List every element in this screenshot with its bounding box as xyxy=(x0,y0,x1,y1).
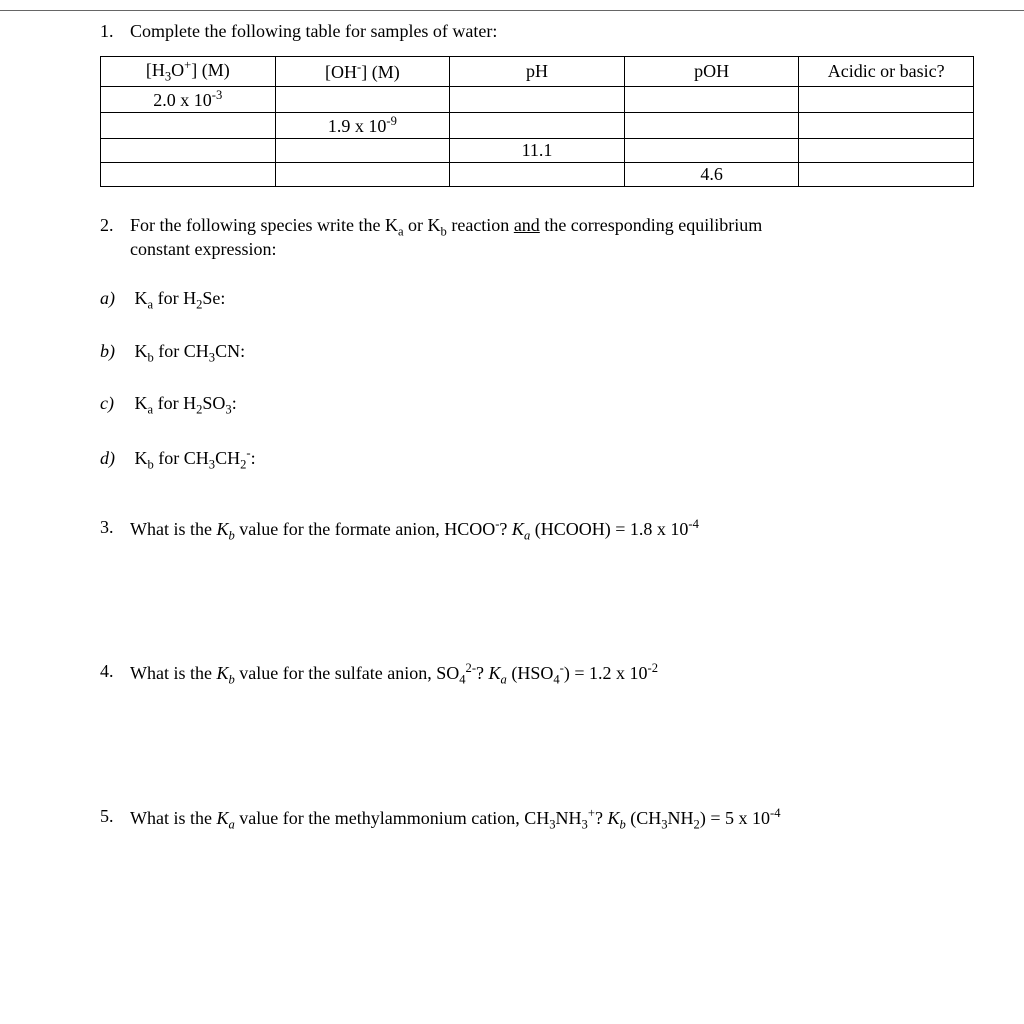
cell-r2-c5 xyxy=(799,112,974,138)
question-2-text: For the following species write the Ka o… xyxy=(130,215,762,240)
question-4-text: What is the Kb value for the sulfate ani… xyxy=(130,661,658,688)
cell-r1-c3 xyxy=(450,86,625,112)
water-table: [H3O+] (M) [OH-] (M) pH pOH Acidic or ba… xyxy=(100,56,974,187)
question-3-number: 3. xyxy=(100,517,130,538)
table-header-oh: [OH-] (M) xyxy=(275,57,450,87)
question-2b-letter: b) xyxy=(100,341,130,362)
question-2-number: 2. xyxy=(100,215,130,236)
cell-r4-c1 xyxy=(101,162,276,186)
table-header-acidic-basic: Acidic or basic? xyxy=(799,57,974,87)
question-5-text: What is the Ka value for the methylammon… xyxy=(130,806,781,833)
cell-r2-c2: 1.9 x 10-9 xyxy=(275,112,450,138)
question-3: 3. What is the Kb value for the formate … xyxy=(100,517,974,544)
cell-r1-c2 xyxy=(275,86,450,112)
question-2a-letter: a) xyxy=(100,288,130,309)
table-header-poh: pOH xyxy=(624,57,799,87)
question-5-number: 5. xyxy=(100,806,130,827)
question-4-number: 4. xyxy=(100,661,130,682)
table-header-h3o: [H3O+] (M) xyxy=(101,57,276,87)
question-5: 5. What is the Ka value for the methylam… xyxy=(100,806,974,833)
question-4: 4. What is the Kb value for the sulfate … xyxy=(100,661,974,688)
cell-r1-c4 xyxy=(624,86,799,112)
question-2d-text: Kb for CH3CH2-: xyxy=(135,448,256,468)
cell-r4-c3 xyxy=(450,162,625,186)
question-2-text-line2: constant expression: xyxy=(130,239,974,260)
cell-r2-c1 xyxy=(101,112,276,138)
question-2c-letter: c) xyxy=(100,393,130,414)
table-row: 11.1 xyxy=(101,138,974,162)
question-2a: a) Ka for H2Se: xyxy=(100,288,974,313)
table-row: 1.9 x 10-9 xyxy=(101,112,974,138)
question-2: 2. For the following species write the K… xyxy=(100,215,974,473)
table-header-ph: pH xyxy=(450,57,625,87)
cell-r4-c2 xyxy=(275,162,450,186)
question-2b: b) Kb for CH3CN: xyxy=(100,341,974,366)
cell-r1-c5 xyxy=(799,86,974,112)
question-2b-text: Kb for CH3CN: xyxy=(135,341,246,361)
table-row: 4.6 xyxy=(101,162,974,186)
cell-r4-c4: 4.6 xyxy=(624,162,799,186)
cell-r2-c3 xyxy=(450,112,625,138)
question-1: 1. Complete the following table for samp… xyxy=(100,21,974,187)
cell-r3-c4 xyxy=(624,138,799,162)
question-2c: c) Ka for H2SO3: xyxy=(100,393,974,418)
cell-r3-c1 xyxy=(101,138,276,162)
question-2d-letter: d) xyxy=(100,448,130,469)
page-top-border xyxy=(0,10,1024,11)
question-3-text: What is the Kb value for the formate ani… xyxy=(130,517,699,544)
cell-r4-c5 xyxy=(799,162,974,186)
cell-r3-c2 xyxy=(275,138,450,162)
cell-r2-c4 xyxy=(624,112,799,138)
cell-r1-c1: 2.0 x 10-3 xyxy=(101,86,276,112)
table-header-row: [H3O+] (M) [OH-] (M) pH pOH Acidic or ba… xyxy=(101,57,974,87)
cell-r3-c5 xyxy=(799,138,974,162)
table-row: 2.0 x 10-3 xyxy=(101,86,974,112)
question-2d: d) Kb for CH3CH2-: xyxy=(100,446,974,473)
cell-r3-c3: 11.1 xyxy=(450,138,625,162)
question-1-number: 1. xyxy=(100,21,130,42)
question-2a-text: Ka for H2Se: xyxy=(135,288,226,308)
question-1-text: Complete the following table for samples… xyxy=(130,21,497,42)
question-2c-text: Ka for H2SO3: xyxy=(135,393,237,413)
